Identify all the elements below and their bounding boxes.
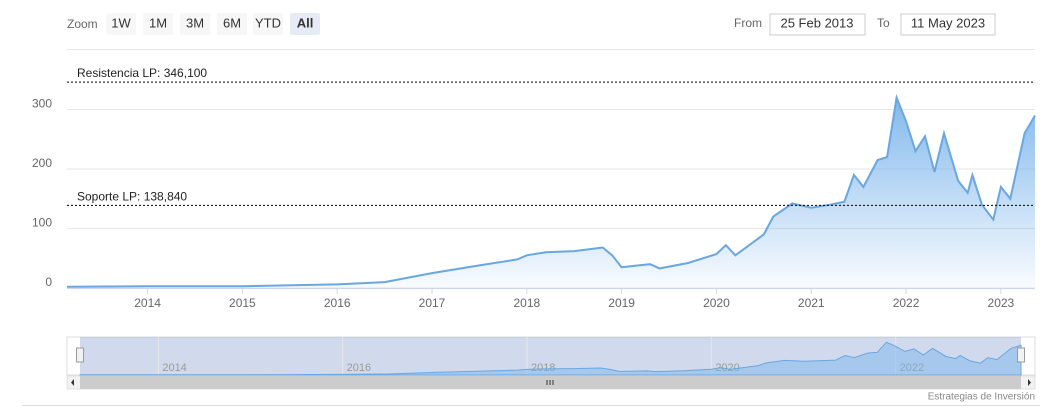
range-button[interactable]: 1M <box>149 15 167 30</box>
x-tick-label: 2020 <box>703 296 730 310</box>
from-label: From <box>734 16 762 30</box>
range-button[interactable]: YTD <box>255 15 281 30</box>
range-button-bg[interactable] <box>253 13 283 35</box>
scrollbar-grip <box>546 380 554 385</box>
x-tick-label: 2016 <box>324 296 351 310</box>
range-button[interactable]: 3M <box>186 15 204 30</box>
y-tick-label: 300 <box>32 97 52 111</box>
x-tick-label: 2023 <box>988 296 1015 310</box>
range-button[interactable]: 6M <box>223 15 241 30</box>
y-tick-label: 200 <box>32 156 52 170</box>
range-button-bg[interactable] <box>217 13 247 35</box>
navigator-tick-label: 2014 <box>162 362 186 374</box>
plot-line-label: Resistencia LP: 346,100 <box>77 66 207 80</box>
area-line <box>66 93 1036 288</box>
area-fill <box>67 97 1035 288</box>
x-tick-label: 2015 <box>229 296 256 310</box>
x-tick-label: 2018 <box>513 296 540 310</box>
from-input[interactable]: 25 Feb 2013 <box>780 15 853 30</box>
zoom-label: Zoom <box>67 17 98 31</box>
scrollbar-left-arrow[interactable] <box>71 379 74 386</box>
x-tick-label: 2022 <box>893 296 920 310</box>
navigator-area <box>79 341 1022 376</box>
scrollbar-right-arrow[interactable] <box>1028 379 1031 386</box>
to-input[interactable]: 11 May 2023 <box>911 15 985 30</box>
plot-line-label: Soporte LP: 138,840 <box>77 190 187 204</box>
x-tick-label: 2017 <box>419 296 446 310</box>
to-label: To <box>877 16 890 30</box>
navigator-handle[interactable] <box>1017 347 1025 363</box>
credit: Estrategias de Inversión <box>928 392 1035 403</box>
navigator-handle[interactable] <box>76 347 84 363</box>
navigator-tick-label: 2016 <box>347 362 371 374</box>
to-input-box[interactable] <box>900 13 996 36</box>
range-button-bg[interactable] <box>290 13 320 35</box>
range-button-bg[interactable] <box>106 13 136 35</box>
y-tick-label: 0 <box>45 275 52 289</box>
x-tick-label: 2019 <box>608 296 635 310</box>
x-tick-label: 2021 <box>798 296 825 310</box>
x-tick-label: 2014 <box>134 296 161 310</box>
from-input-box[interactable] <box>769 13 866 36</box>
range-button-bg[interactable] <box>180 13 210 35</box>
y-tick-label: 100 <box>32 216 52 230</box>
range-button[interactable]: 1W <box>111 15 131 30</box>
range-button-bg[interactable] <box>143 13 173 35</box>
range-button[interactable]: All <box>297 15 314 30</box>
